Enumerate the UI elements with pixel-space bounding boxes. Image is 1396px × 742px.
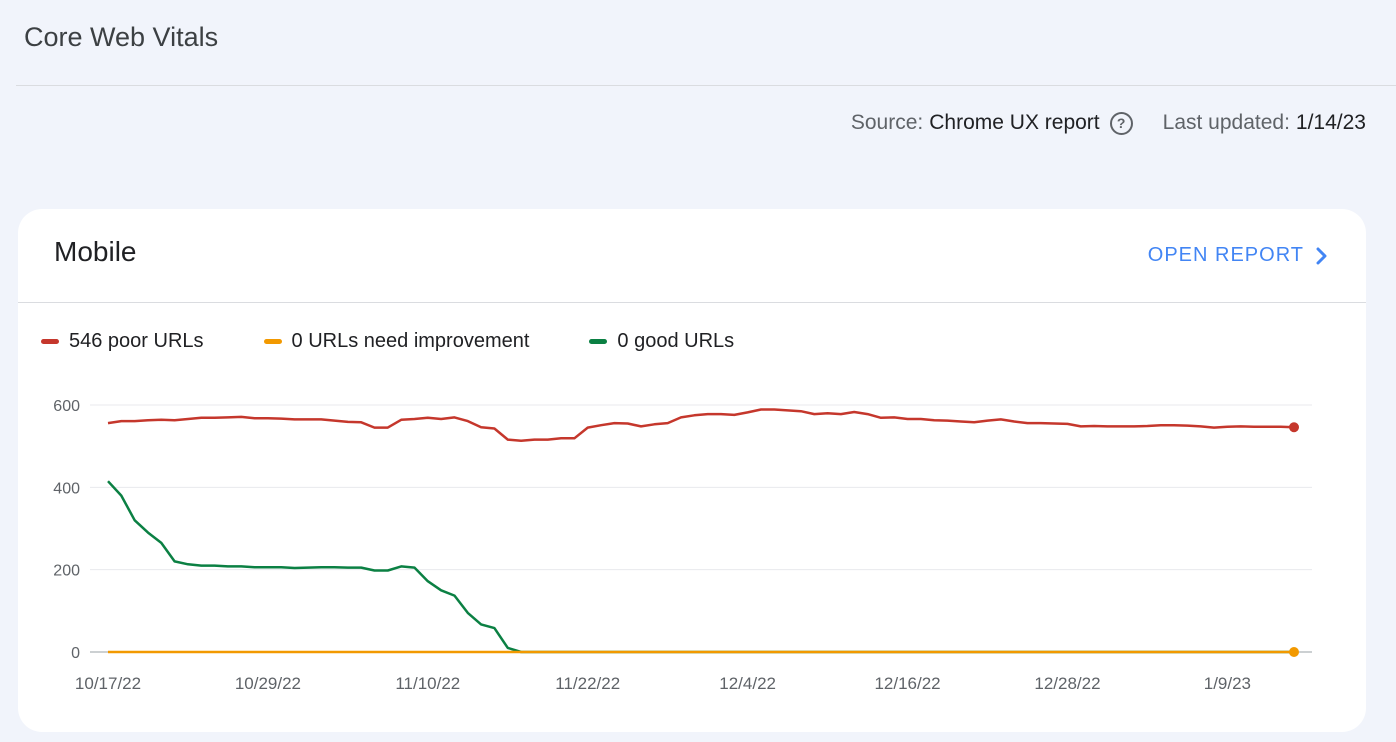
series-line-2 [107,480,1294,654]
x-tick-label: 10/29/22 [235,674,301,693]
series-line-0 [107,408,1295,443]
y-tick-label: 400 [53,480,80,497]
x-tick-label: 12/28/22 [1034,674,1100,693]
x-tick-label: 11/10/22 [395,674,460,693]
legend-label-need-improvement: 0 URLs need improvement [291,330,530,352]
url-trend-chart: 0 200 400 600 10/17/22 10/29/22 11/10/22 11/22/… [53,398,1312,693]
legend-label-good: 0 good URLs [617,330,735,352]
help-icon[interactable]: ? [1109,111,1133,135]
legend-swatch-need-improvement [263,339,282,344]
title-divider [16,85,1396,86]
series-end-point-1 [1289,647,1299,657]
y-tick-label: 0 [71,645,80,662]
card-title: Mobile [54,236,137,267]
chart-legend: 546 poor URLs 0 URLs need improvement 0 … [41,330,794,353]
source-label: Source: [850,111,924,134]
legend-item-good[interactable]: 0 good URLs [589,330,734,353]
source-value: Chrome UX report [929,111,1100,134]
legend-swatch-good [589,339,608,344]
mobile-card: Mobile OPEN REPORT 546 poor URLs 0 URLs … [18,209,1366,732]
legend-item-poor[interactable]: 546 poor URLs [41,330,204,353]
page-title: Core Web Vitals [24,22,219,52]
y-tick-label: 600 [53,398,80,415]
report-meta: Source: Chrome UX report ? Last updated:… [851,111,1366,135]
x-tick-label: 1/9/23 [1204,674,1251,693]
open-report-label: OPEN REPORT [1147,244,1304,266]
legend-item-need-improvement[interactable]: 0 URLs need improvement [263,330,530,353]
legend-label-poor: 546 poor URLs [69,330,204,352]
last-updated-label: Last updated: [1162,111,1290,134]
x-tick-label: 11/22/22 [555,674,620,693]
chevron-right-icon [1316,247,1327,264]
card-divider [18,302,1366,303]
x-tick-label: 12/4/22 [719,674,776,693]
y-tick-label: 200 [53,563,80,580]
open-report-button[interactable]: OPEN REPORT [1148,244,1328,267]
x-tick-label: 12/16/22 [874,674,940,693]
x-tick-label: 10/17/22 [75,674,141,693]
series-end-point-0 [1289,422,1299,433]
legend-swatch-poor [41,339,59,344]
last-updated-value: 1/14/23 [1295,111,1366,134]
